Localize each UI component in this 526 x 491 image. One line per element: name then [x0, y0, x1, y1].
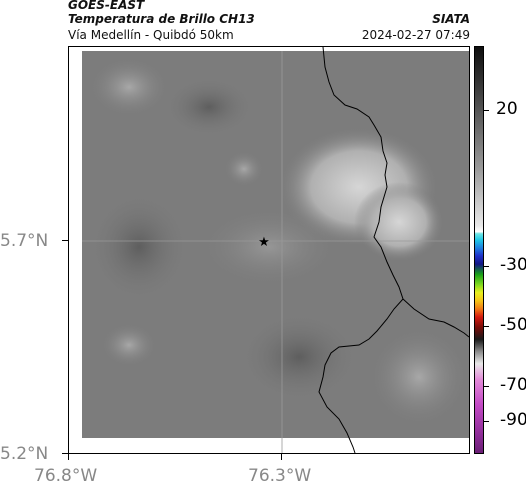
map-canvas: ★: [69, 47, 469, 453]
colorbar-tick: [484, 421, 489, 422]
colorbar: [474, 46, 484, 454]
colorbar-tick: [484, 110, 489, 111]
border-branch: [402, 298, 469, 338]
lon-tick-label: 76.3°W: [248, 466, 312, 486]
lon-tick-mark: [68, 454, 69, 460]
colorbar-label: -50: [500, 315, 526, 335]
satellite-map[interactable]: ★: [68, 46, 470, 454]
lon-tick-label: 76.8°W: [34, 466, 98, 486]
variable-title: Temperatura de Brillo CH13: [68, 12, 255, 26]
colorbar-tick: [484, 326, 489, 327]
colorbar-label: -90: [500, 410, 526, 430]
colorbar-label: -70: [500, 375, 526, 395]
organization-label: SIATA: [432, 12, 470, 26]
lat-tick-mark: [62, 240, 68, 241]
timestamp-label: 2024-02-27 07:49: [361, 28, 470, 42]
lat-tick-label: 5.7°N: [0, 231, 49, 251]
colorbar-label: 20: [496, 99, 518, 119]
region-subtitle: Vía Medellín - Quibdó 50km: [68, 28, 234, 42]
product-title: GOES-EAST: [68, 0, 145, 12]
station-marker-icon: ★: [258, 235, 270, 250]
colorbar-label: -30: [500, 255, 526, 275]
colorbar-tick: [484, 386, 489, 387]
lat-tick-mark: [62, 453, 68, 454]
lat-tick-label: 5.2°N: [0, 444, 49, 464]
lon-tick-mark: [281, 454, 282, 460]
border-line: [318, 47, 404, 453]
colorbar-tick: [484, 266, 489, 267]
